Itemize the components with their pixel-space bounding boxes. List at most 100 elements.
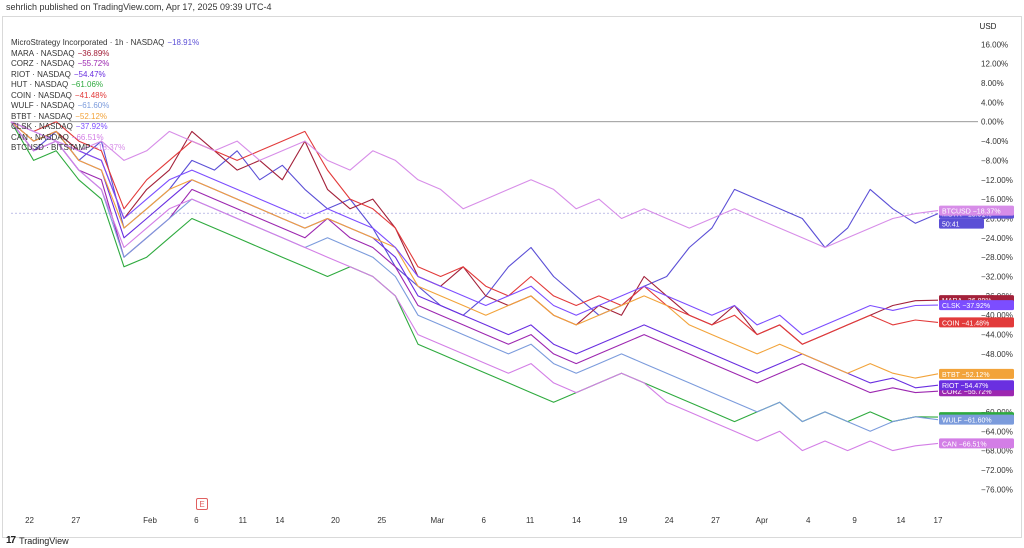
legend-item[interactable]: COIN · NASDAQ −41.48% [11, 91, 199, 102]
y-tick-label: −20.00% [981, 214, 1013, 223]
x-tick-label: 17 [934, 516, 943, 525]
y-tick-label: 16.00% [981, 40, 1008, 49]
legend-change: −18.91% [167, 38, 200, 47]
countdown-label: 50:41 [942, 222, 960, 229]
legend-symbol: COIN · NASDAQ [11, 90, 72, 100]
legend-symbol: MicroStrategy Incorporated · 1h · NASDAQ [11, 38, 165, 47]
y-tick-label: −12.00% [981, 176, 1013, 185]
countdown-tag: 50:41 [939, 218, 984, 229]
legend-symbol: HUT · NASDAQ [11, 80, 69, 89]
y-tick-label: 0.00% [981, 118, 1004, 127]
legend-symbol: MARA · NASDAQ [11, 48, 75, 58]
price-tag-riot: RIOT −54.47% [939, 380, 1014, 391]
series-line-can [10, 121, 939, 452]
x-tick-label: 19 [618, 516, 627, 525]
comparison-chart[interactable]: USD 16.00% 12.00% 8.00% 4.00% 0.00% −4.00% −8.0… [3, 17, 1021, 537]
series-line-wulf [10, 121, 939, 432]
x-tick-label: 27 [71, 516, 80, 525]
price-tag-coin: COIN −41.48% [939, 317, 1014, 328]
x-tick-label: 14 [275, 516, 284, 525]
series-line-coin [10, 121, 939, 345]
series-line-hut [10, 121, 939, 423]
legend-item[interactable]: CORZ · NASDAQ −55.72% [11, 59, 199, 70]
x-tick-label: Mar [431, 516, 445, 525]
published-line: sehrlich published on TradingView.com, A… [6, 2, 272, 12]
x-tick-label: 25 [377, 516, 386, 525]
x-tick-label: 22 [25, 516, 34, 525]
legend-change: −54.47% [73, 69, 106, 79]
legend-change: −36.89% [77, 48, 110, 58]
x-tick-label: 24 [665, 516, 674, 525]
earnings-marker[interactable]: E [196, 498, 208, 510]
price-tag-clsk: CLSK −37.92% [939, 300, 1014, 311]
x-tick-label: Feb [143, 516, 157, 525]
legend-symbol: RIOT · NASDAQ [11, 69, 71, 79]
y-tick-label: −28.00% [981, 253, 1013, 262]
y-tick-label: −8.00% [981, 156, 1008, 165]
y-axis-title: USD [980, 22, 997, 31]
x-tick-label: Apr [756, 516, 769, 525]
price-tag-label: RIOT −54.47% [942, 383, 988, 390]
y-tick-label: 4.00% [981, 98, 1004, 107]
legend-symbol: BTCUSD · BITSTAMP [11, 143, 91, 152]
legend-item[interactable]: BTCUSD · BITSTAMP −18.37% [11, 143, 199, 154]
series-line-clsk [10, 121, 939, 336]
price-tag-btcusd: BTCUSD −18.37% [939, 205, 1014, 216]
y-tick-label: −64.00% [981, 427, 1013, 436]
y-tick-label: −24.00% [981, 234, 1013, 243]
price-tag-can: CAN −66.51% [939, 438, 1014, 449]
legend-change: −66.51% [71, 132, 104, 142]
y-tick-label: −68.00% [981, 447, 1013, 456]
x-tick-label: 11 [526, 516, 535, 525]
x-tick-label: 4 [806, 516, 811, 525]
price-tag-label: BTBT −52.12% [942, 372, 990, 379]
legend-item[interactable]: RIOT · NASDAQ −54.47% [11, 70, 199, 81]
x-tick-label: 20 [331, 516, 340, 525]
legend-change: −61.60% [77, 101, 110, 110]
series-line-btbt [10, 121, 939, 379]
legend-item[interactable]: MARA · NASDAQ −36.89% [11, 49, 199, 60]
y-tick-label: −76.00% [981, 485, 1013, 494]
y-tick-label: 8.00% [981, 79, 1004, 88]
legend-item[interactable]: WULF · NASDAQ −61.60% [11, 101, 199, 112]
x-tick-label: 14 [896, 516, 905, 525]
x-tick-label: 11 [239, 516, 248, 525]
y-tick-label: −32.00% [981, 273, 1013, 282]
y-tick-label: −4.00% [981, 137, 1008, 146]
x-tick-label: 6 [482, 516, 487, 525]
x-tick-label: 9 [852, 516, 857, 525]
price-tag-label: COIN −41.48% [942, 320, 989, 327]
tradingview-logo: 17 [6, 535, 16, 546]
x-tick-label: 14 [572, 516, 581, 525]
x-tick-label: 6 [194, 516, 199, 525]
series-line-btcusd [10, 121, 939, 249]
x-tick-label: 27 [711, 516, 720, 525]
price-tag-wulf: WULF −61.60% [939, 414, 1014, 425]
y-tick-label: 12.00% [981, 60, 1008, 69]
price-tag-btbt: BTBT −52.12% [939, 368, 1014, 379]
chart-frame[interactable]: USD 16.00% 12.00% 8.00% 4.00% 0.00% −4.00% −8.0… [2, 16, 1022, 538]
y-tick-label: −44.00% [981, 331, 1013, 340]
y-tick-label: −48.00% [981, 350, 1013, 359]
price-tag-label: CORZ −55.72% [942, 389, 992, 396]
legend-item[interactable]: MicroStrategy Incorporated · 1h · NASDAQ… [11, 38, 199, 49]
legend-change: −55.72% [77, 59, 110, 68]
chart-legend: MicroStrategy Incorporated · 1h · NASDAQ… [11, 38, 199, 154]
legend-symbol: CLSK · NASDAQ [11, 122, 73, 131]
legend-change: −37.92% [75, 122, 108, 131]
price-tag-label: CAN −66.51% [942, 441, 987, 448]
y-tick-label: −16.00% [981, 195, 1013, 204]
price-tag-label: BTCUSD −18.37% [942, 209, 1001, 216]
legend-item[interactable]: CLSK · NASDAQ −37.92% [11, 122, 199, 133]
legend-change: −18.37% [93, 143, 126, 152]
legend-symbol: BTBT · NASDAQ [11, 111, 73, 121]
price-tag-label: CLSK −37.92% [942, 303, 990, 310]
price-tag-label: WULF −61.60% [942, 418, 992, 425]
legend-symbol: WULF · NASDAQ [11, 101, 75, 110]
legend-item[interactable]: BTBT · NASDAQ −52.12% [11, 112, 199, 123]
legend-change: −61.06% [71, 80, 104, 89]
tradingview-brand[interactable]: TradingView [19, 535, 69, 546]
legend-item[interactable]: CAN · NASDAQ −66.51% [11, 133, 199, 144]
legend-item[interactable]: HUT · NASDAQ −61.06% [11, 80, 199, 91]
legend-change: −52.12% [75, 111, 108, 121]
